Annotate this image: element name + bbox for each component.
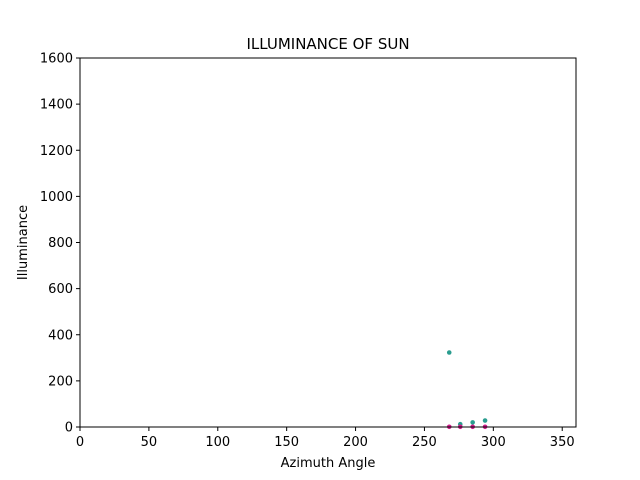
x-tick-label: 50: [141, 435, 158, 450]
x-tick-label: 300: [481, 435, 506, 450]
data-point-series-1: [470, 420, 475, 425]
x-tick-label: 250: [412, 435, 437, 450]
y-tick-label: 0: [65, 421, 73, 436]
data-point-series-1: [482, 418, 488, 423]
y-tick-label: 400: [48, 328, 73, 343]
x-axis-label: Azimuth Angle: [281, 456, 376, 471]
x-tick-label: 100: [205, 435, 230, 450]
y-tick-label: 1600: [40, 52, 73, 67]
data-point-series-1: [446, 350, 452, 355]
y-axis-label: Illuminance: [16, 205, 31, 280]
chart-title: ILLUMINANCE OF SUN: [246, 35, 409, 53]
y-tick-label: 1400: [40, 98, 73, 113]
x-tick-label: 0: [76, 435, 84, 450]
y-axis: 0 200 400 600 800 1000 1200 1400 1600: [40, 52, 80, 436]
x-tick-label: 200: [343, 435, 368, 450]
x-tick-label: 350: [550, 435, 575, 450]
y-tick-label: 200: [48, 374, 73, 389]
y-tick-label: 1000: [40, 190, 73, 205]
y-tick-label: 600: [48, 282, 73, 297]
y-tick-label: 800: [48, 236, 73, 251]
x-tick-label: 150: [274, 435, 299, 450]
plot-area-frame: [79, 57, 577, 428]
y-tick-label: 1200: [40, 144, 73, 159]
x-axis: 0 50 100 150 200 250 300 350: [76, 427, 575, 450]
